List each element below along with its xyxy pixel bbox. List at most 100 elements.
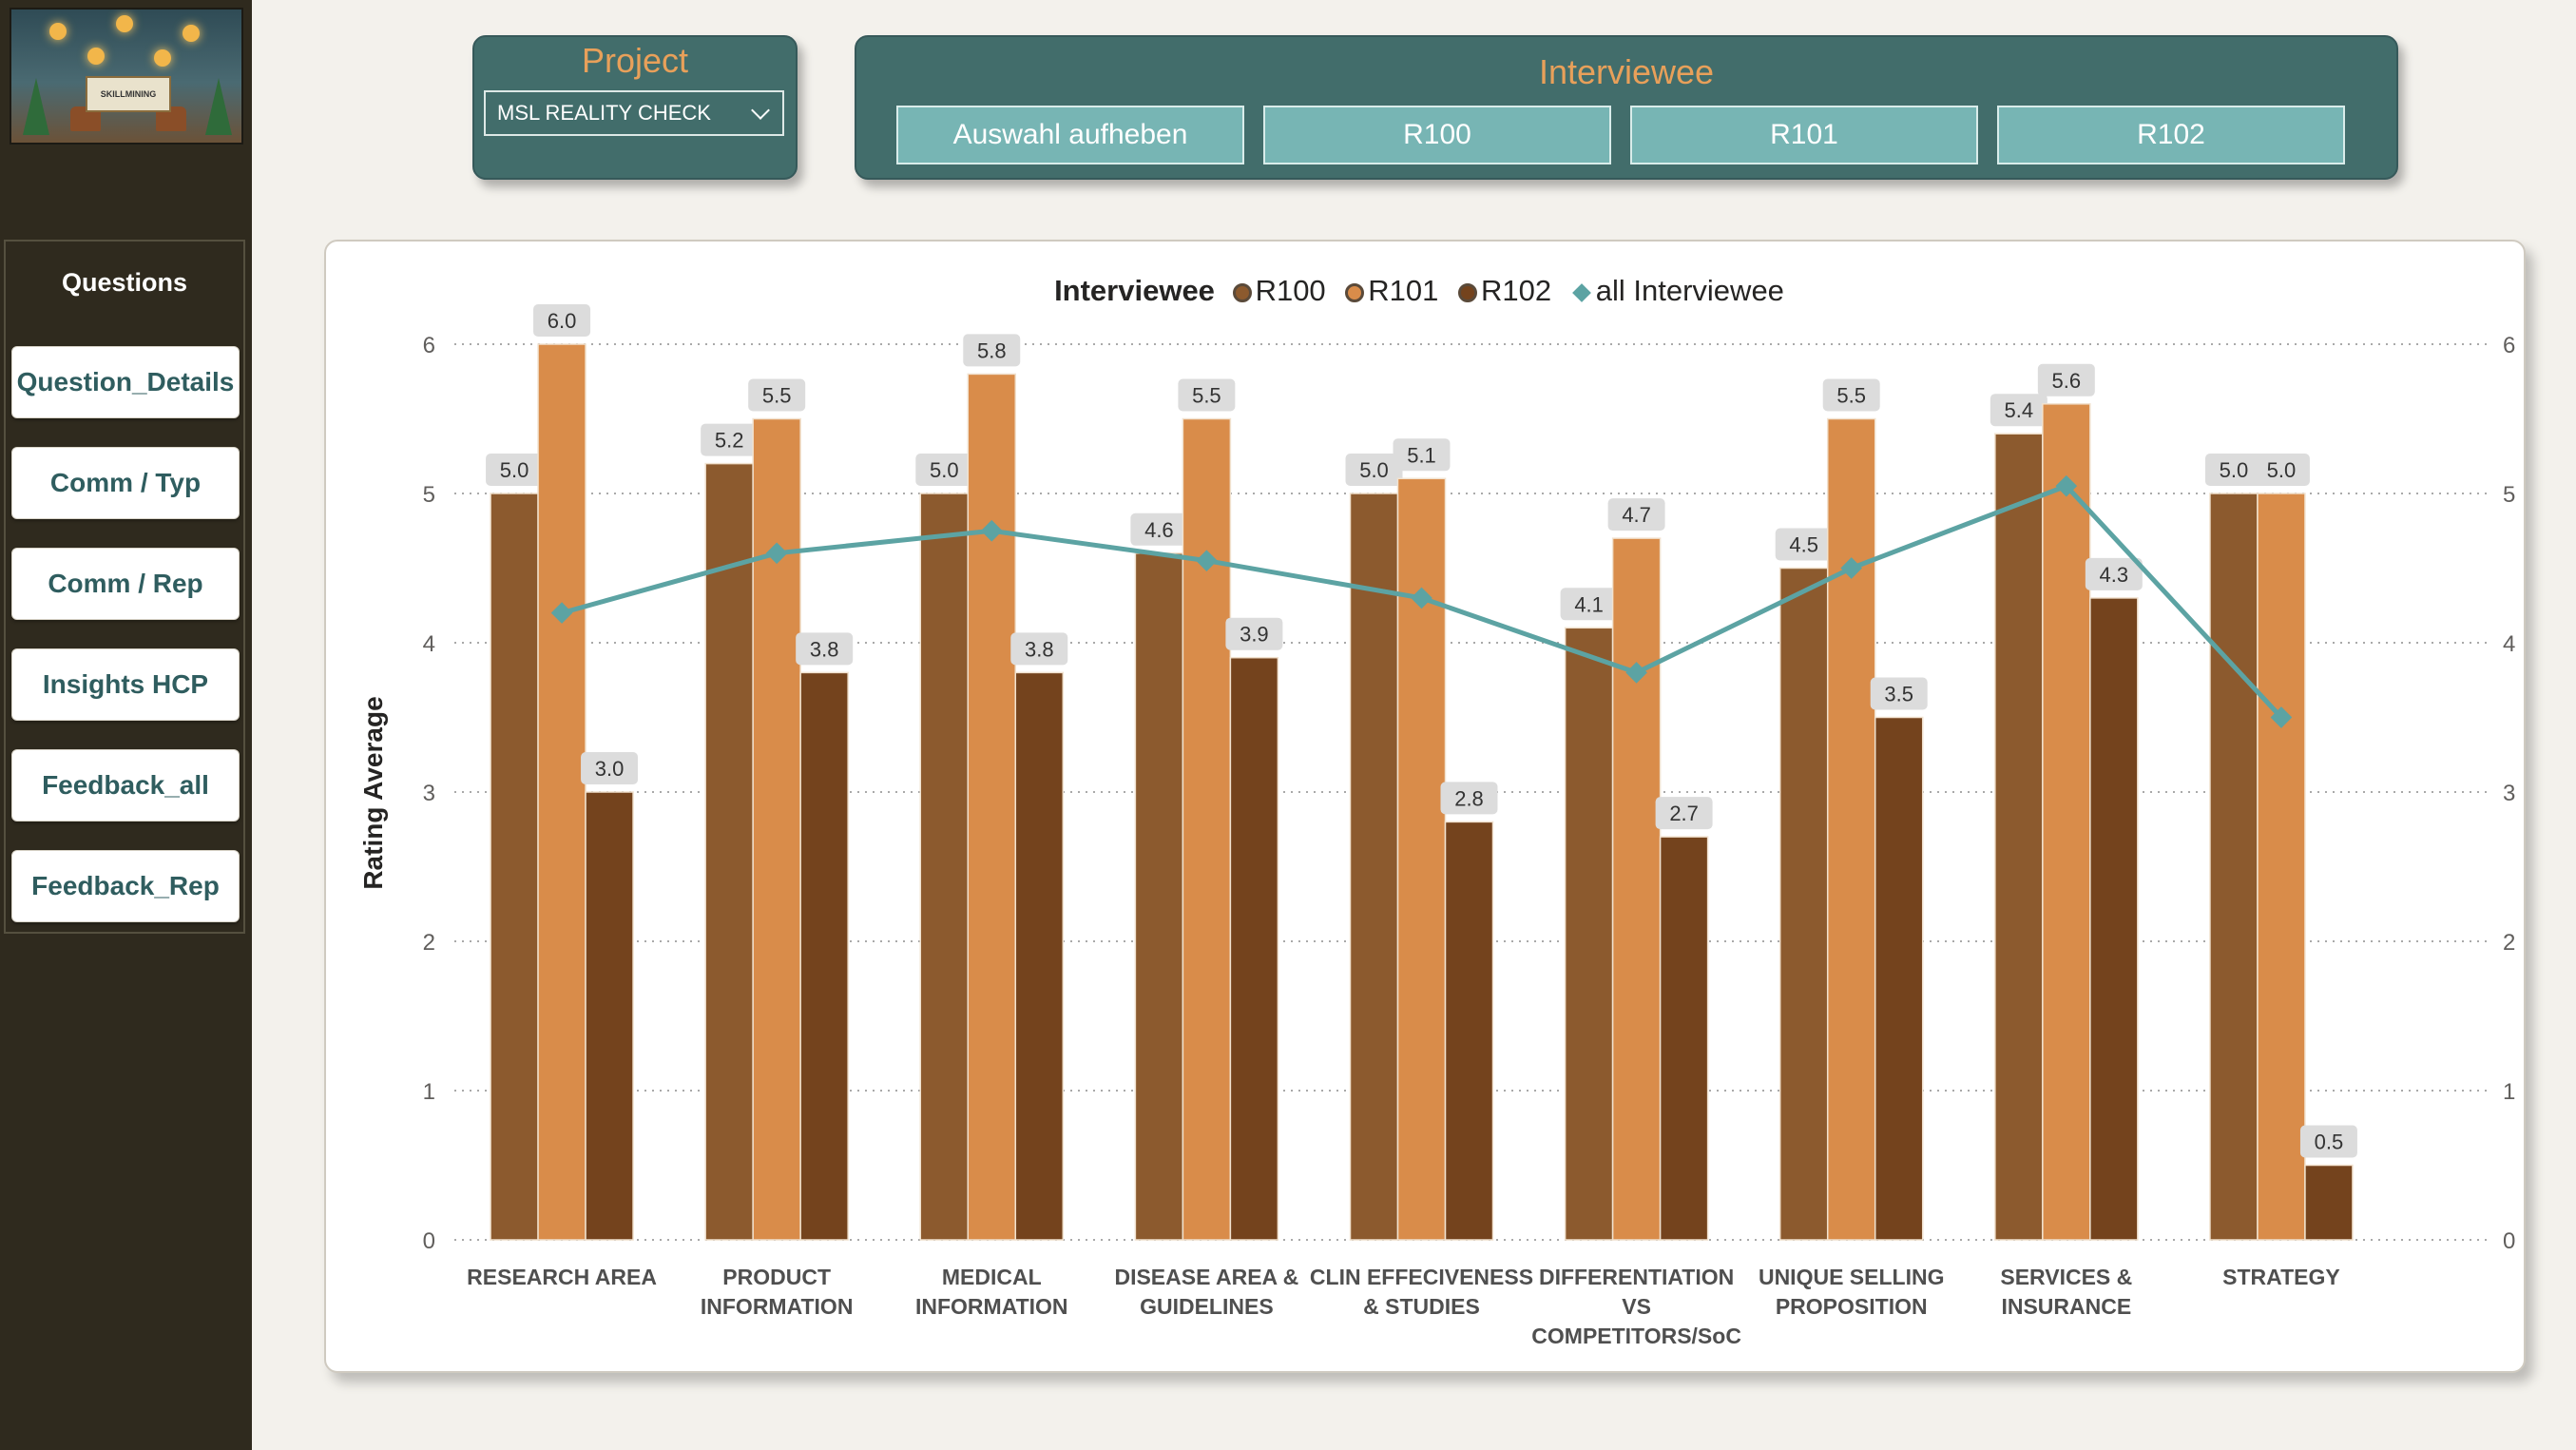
x-tick-label: SERVICES &: [2000, 1265, 2132, 1289]
x-tick-label: GUIDELINES: [1140, 1294, 1274, 1319]
data-label-bg: [486, 454, 544, 486]
data-label-r102: 2.8: [1454, 786, 1484, 810]
data-label-r101: 5.5: [1192, 384, 1221, 408]
lamp-icon: [116, 15, 133, 32]
data-label-bg: [2085, 557, 2143, 590]
lamp-icon: [49, 23, 67, 40]
y-tick-label-right: 4: [2503, 631, 2515, 657]
data-label-bg: [1225, 617, 1283, 650]
data-label-r100: 5.0: [930, 458, 959, 482]
legend-item-all[interactable]: all Interviewee: [1571, 274, 1784, 307]
data-label-r100: 4.1: [1574, 592, 1604, 616]
legend-item-r102[interactable]: R102: [1458, 274, 1551, 307]
bar-r102: [799, 671, 849, 1241]
legend-marker-r102: [1458, 282, 1478, 302]
bar-r100: [704, 462, 754, 1241]
bar-r100: [1778, 567, 1829, 1241]
clear-selection-button[interactable]: Auswahl aufheben: [896, 106, 1244, 164]
y-tick-label-right: 2: [2503, 930, 2515, 956]
data-label-bg: [1655, 797, 1713, 830]
y-tick-label-left: 5: [423, 482, 435, 508]
y-tick-label-left: 2: [423, 930, 435, 956]
bar-r100: [1134, 552, 1184, 1241]
bar-r101: [1826, 417, 1876, 1241]
bar-r101: [967, 373, 1017, 1241]
point-all-interviewee: [1840, 557, 1863, 579]
legend-item-r100[interactable]: R100: [1232, 274, 1326, 307]
interviewee-r102-button[interactable]: R102: [1997, 106, 2345, 164]
x-tick-label: & STUDIES: [1363, 1294, 1480, 1319]
question-details-button[interactable]: Question_Details: [11, 346, 240, 418]
data-label-bg: [701, 423, 759, 456]
legend-label-r102: R102: [1481, 274, 1552, 307]
data-label-bg: [1178, 378, 1236, 412]
y-tick-label-left: 1: [423, 1079, 435, 1105]
legend-item-r101[interactable]: R101: [1345, 274, 1438, 307]
feedback-rep-button[interactable]: Feedback_Rep: [11, 850, 240, 922]
data-label-bg: [1393, 438, 1451, 472]
interviewee-r100-button[interactable]: R100: [1263, 106, 1611, 164]
questions-panel: Questions Question_Details Comm / Typ Co…: [4, 240, 245, 934]
data-label-r100: 5.0: [500, 458, 529, 482]
y-tick-label-right: 6: [2503, 333, 2515, 358]
data-label-r102: 4.3: [2100, 563, 2129, 587]
data-label-r101: 5.5: [762, 384, 792, 408]
insights-hcp-button[interactable]: Insights HCP: [11, 648, 240, 721]
bar-r102: [1014, 671, 1065, 1241]
data-label-bg: [1560, 588, 1618, 621]
y-tick-label-right: 5: [2503, 482, 2515, 508]
x-tick-label: UNIQUE SELLING: [1759, 1265, 1945, 1289]
data-label-bg: [1775, 528, 1833, 561]
data-label-r100: 5.0: [2220, 458, 2249, 482]
data-label-r100: 5.4: [2005, 398, 2034, 422]
interviewee-r101-button[interactable]: R101: [1630, 106, 1978, 164]
bar-r100: [2209, 493, 2259, 1241]
y-tick-label-left: 3: [423, 781, 435, 806]
x-tick-label: MEDICAL: [942, 1265, 1042, 1289]
bar-r101: [537, 343, 586, 1241]
point-all-interviewee: [1625, 662, 1647, 684]
sidebar: SKILLMINING Questions Question_Details C…: [0, 0, 252, 1450]
bar-r100: [919, 493, 970, 1241]
data-label-bg: [915, 454, 973, 486]
bar-r101: [1611, 537, 1662, 1241]
data-label-r100: 5.0: [1359, 458, 1389, 482]
feedback-all-button[interactable]: Feedback_all: [11, 749, 240, 822]
data-label-bg: [2299, 1125, 2357, 1158]
data-label-r101: 5.8: [977, 338, 1007, 362]
legend-label-all: all Interviewee: [1595, 274, 1784, 307]
data-label-bg: [2204, 454, 2262, 486]
project-dropdown[interactable]: MSL REALITY CHECK: [484, 90, 784, 136]
data-label-bg: [748, 378, 806, 412]
legend-marker-r100: [1232, 282, 1252, 302]
data-label-bg: [1345, 454, 1403, 486]
bar-r100: [1349, 493, 1399, 1241]
x-tick-label: INSURANCE: [2001, 1294, 2131, 1319]
x-tick-label: PRODUCT: [722, 1265, 831, 1289]
y-tick-label-left: 0: [423, 1228, 435, 1254]
data-label-r102: 3.5: [1884, 683, 1913, 706]
bar-r102: [2304, 1164, 2354, 1241]
data-label-r102: 2.7: [1669, 802, 1699, 825]
comm-rep-button[interactable]: Comm / Rep: [11, 548, 240, 620]
x-tick-label: STRATEGY: [2222, 1265, 2340, 1289]
data-label-bg: [533, 304, 591, 337]
comm-typ-button[interactable]: Comm / Typ: [11, 447, 240, 519]
lamp-icon: [154, 49, 171, 67]
x-tick-label: COMPETITORS/SoC: [1531, 1324, 1741, 1348]
bar-r102: [1444, 821, 1494, 1241]
legend-label-r100: R100: [1255, 274, 1326, 307]
bar-r102: [585, 791, 634, 1241]
bar-r100: [1564, 627, 1614, 1241]
data-label-r101: 5.5: [1836, 384, 1866, 408]
data-label-r102: 3.8: [810, 637, 839, 661]
x-tick-label: VS: [1622, 1294, 1651, 1319]
point-all-interviewee: [980, 519, 1003, 542]
x-tick-label: CLIN EFFECIVENESS: [1310, 1265, 1533, 1289]
x-tick-label: DIFFERENTIATION: [1539, 1265, 1734, 1289]
bar-r102: [1874, 716, 1924, 1241]
data-label-r102: 3.8: [1025, 637, 1054, 661]
data-label-r101: 5.1: [1407, 443, 1436, 467]
interviewee-filter-panel: Interviewee Auswahl aufheben R100 R101 R…: [855, 35, 2398, 180]
data-label-r100: 5.2: [715, 429, 744, 453]
